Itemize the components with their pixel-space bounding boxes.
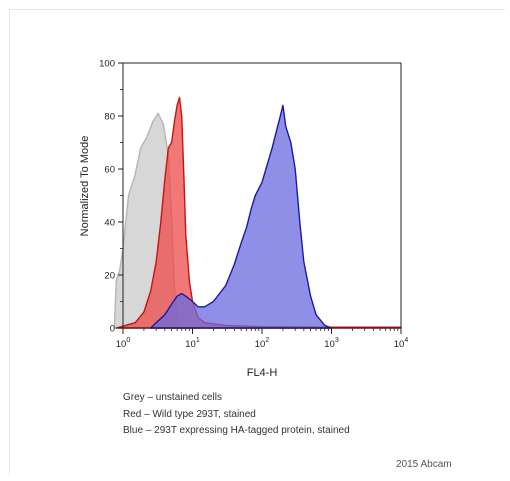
y-tick-label-40: 40 <box>104 218 115 229</box>
x-tick-label-1: 101 <box>185 337 200 350</box>
copyright-credit: 2015 Abcam <box>396 459 452 470</box>
y-tick-label-20: 20 <box>104 271 115 282</box>
legend-entry-red: Red – Wild type 293T, stained <box>123 408 256 420</box>
frame-left-border <box>9 9 10 475</box>
x-tick-label-0: 100 <box>116 337 131 350</box>
y-tick-label-60: 60 <box>104 165 115 176</box>
legend-entry-blue: Blue – 293T expressing HA-tagged protein… <box>123 425 350 436</box>
series-blue-histogram <box>150 104 333 329</box>
y-tick-label-0: 0 <box>110 324 115 335</box>
x-tick-label-3: 103 <box>324 337 339 350</box>
y-tick-label-80: 80 <box>104 112 115 123</box>
x-tick-label-4: 104 <box>394 337 409 350</box>
legend-entry-grey: Grey – unstained cells <box>123 392 222 403</box>
legend: Grey – unstained cells Red – Wild type 2… <box>123 390 350 440</box>
y-axis-label: Normalized To Mode <box>79 135 91 237</box>
frame-top-border <box>9 9 505 10</box>
x-tick-label-2: 102 <box>255 337 270 350</box>
x-axis-label: FL4-H <box>246 367 278 379</box>
y-tick-label-100: 100 <box>99 59 115 70</box>
